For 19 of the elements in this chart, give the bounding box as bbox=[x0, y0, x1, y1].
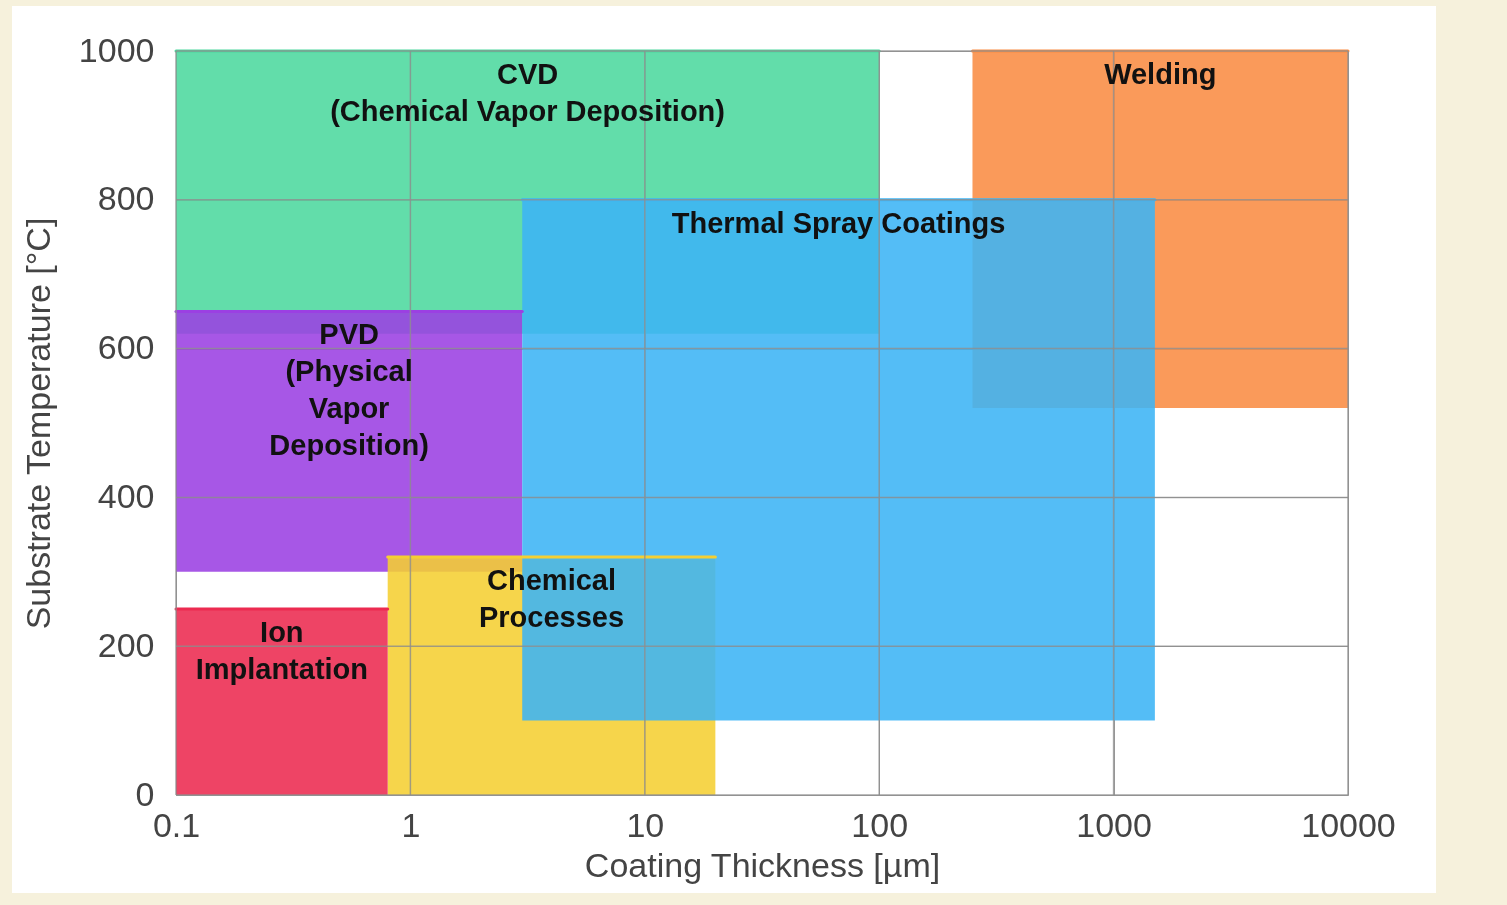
y-tick-label: 600 bbox=[97, 328, 155, 367]
y-tick-label: 200 bbox=[97, 625, 155, 664]
y-tick-label: 1000 bbox=[78, 30, 155, 69]
x-axis-title: Coating Thickness [µm] bbox=[584, 845, 941, 884]
x-tick-label: 10 bbox=[626, 805, 665, 844]
series-label: PVD (Physical Vapor Deposition) bbox=[269, 318, 429, 462]
y-tick-label: 0 bbox=[135, 774, 155, 813]
x-tick-label: 1 bbox=[401, 805, 421, 844]
y-tick-label: 400 bbox=[97, 476, 155, 515]
y-tick-label: 800 bbox=[97, 179, 155, 218]
y-axis-title: Substrate Temperature [°C] bbox=[18, 217, 57, 630]
series-label: Welding bbox=[1104, 58, 1217, 90]
series-label: Ion Implantation bbox=[195, 616, 369, 685]
series-label: Thermal Spray Coatings bbox=[671, 206, 1006, 239]
series-label: CVD (Chemical Vapor Deposition) bbox=[330, 58, 725, 127]
x-tick-label: 1000 bbox=[1076, 805, 1152, 844]
x-tick-label: 100 bbox=[851, 805, 909, 844]
x-tick-label: 0.1 bbox=[152, 805, 201, 844]
x-tick-label: 10000 bbox=[1301, 805, 1396, 844]
